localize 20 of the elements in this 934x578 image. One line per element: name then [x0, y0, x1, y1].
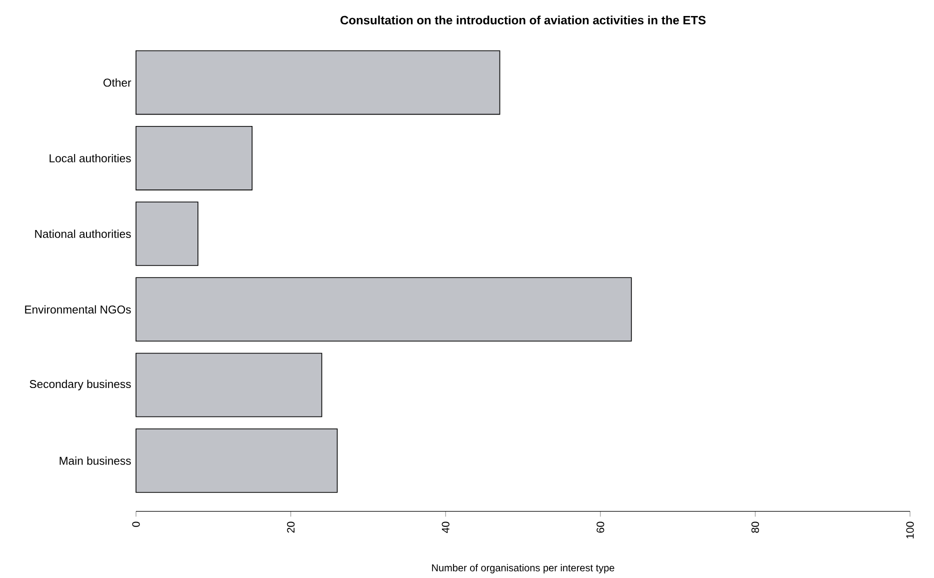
x-axis-title: Number of organisations per interest type: [432, 564, 614, 574]
y-tick-label: National authorities: [35, 230, 131, 238]
bar: [136, 277, 632, 342]
bar: [136, 352, 322, 418]
x-tick-label: 60: [596, 522, 604, 533]
x-tick-label: 40: [442, 522, 450, 534]
bar: [136, 50, 500, 115]
y-tick-label: Environmental NGOs: [25, 305, 131, 314]
y-tick-label: Other: [103, 78, 132, 87]
bar: [136, 428, 338, 493]
y-tick-label: Secondary business: [30, 380, 131, 390]
x-tick-label: 20: [287, 522, 295, 533]
y-tick-label: Local authorities: [50, 154, 131, 162]
bar: [136, 202, 198, 266]
x-tick-label: 100: [906, 522, 914, 538]
chart-title: Consultation on the introduction of aviation activities in the ETS: [340, 16, 706, 25]
bar: [136, 126, 253, 190]
y-tick-label: Main business: [60, 456, 131, 465]
x-tick-label: 0: [132, 522, 140, 527]
x-tick-label: 80: [751, 522, 759, 533]
